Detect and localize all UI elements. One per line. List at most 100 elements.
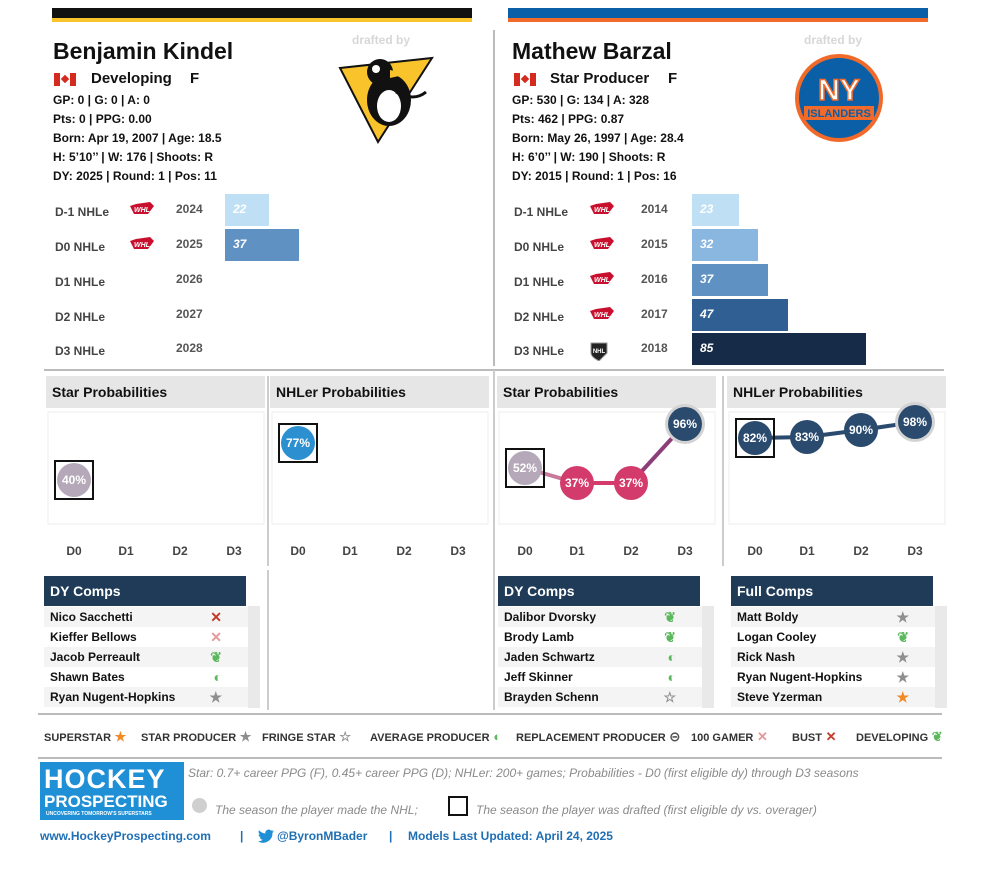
svg-text:WHL: WHL <box>134 207 150 214</box>
right-nhler-point <box>790 420 824 454</box>
left-nhler-x-label: D2 <box>396 544 412 558</box>
right-dy-comps-scrollbar[interactable] <box>702 606 714 708</box>
prob-divider-2 <box>493 370 495 710</box>
whl-icon: WHL <box>130 202 154 216</box>
logo-line2: PROSPECTING <box>44 792 168 811</box>
comp-player-name: Dalibor Dvorsky <box>504 610 597 624</box>
developing-icon: ❦ <box>664 629 676 645</box>
left_dy-comp-row[interactable]: Jacob Perreault ❦ <box>44 647 248 667</box>
left_dy-comp-row[interactable]: Nico Sacchetti ✕ <box>44 607 248 627</box>
left-gp-line: GP: 0 | G: 0 | A: 0 <box>53 93 150 107</box>
100-gamer-icon: ✕ <box>753 729 768 744</box>
left-star-point-label: 40% <box>62 473 86 487</box>
right_full-comp-row[interactable]: Matt Boldy ★ <box>731 607 935 627</box>
comp-player-name: Steve Yzerman <box>737 690 823 704</box>
right-nhle-bar-value: 37 <box>700 272 714 286</box>
superstar-icon: ★ <box>896 689 909 705</box>
right-nhle-row-label: D1 NHLe <box>514 275 565 289</box>
developing-icon: ❦ <box>664 609 676 625</box>
average-producer-icon: ◐ <box>489 729 502 744</box>
left-nhle-year-label: 2025 <box>176 237 203 251</box>
star-producer-icon: ★ <box>896 649 909 665</box>
right-nhle-bar: 32 <box>692 229 758 261</box>
legend-box <box>38 713 942 759</box>
legend-label: 100 GAMER <box>691 732 754 744</box>
left-status: Developing <box>91 70 172 87</box>
left_dy-comp-row[interactable]: Ryan Nugent-Hopkins ★ <box>44 687 248 707</box>
svg-text:WHL: WHL <box>594 242 610 249</box>
left-star-drafted-box <box>54 460 94 500</box>
comps-divider <box>267 570 269 710</box>
legend-item-average-producer: AVERAGE PRODUCER ◐ <box>370 729 501 744</box>
right-nhle-bar: 47 <box>692 299 788 331</box>
right_dy-comp-row[interactable]: Dalibor Dvorsky ❦ <box>498 607 702 627</box>
legend-label: DEVELOPING <box>856 732 929 744</box>
right-position: F <box>668 70 678 87</box>
comp-player-name: Kieffer Bellows <box>50 630 137 644</box>
right-star-point-label: 37% <box>565 476 589 490</box>
right-star-point <box>508 451 542 485</box>
right-player-name: Mathew Barzal <box>512 38 672 64</box>
legend-item-superstar: SUPERSTAR ★ <box>44 729 126 745</box>
svg-text:WHL: WHL <box>594 312 610 319</box>
right_dy-comp-row[interactable]: Brayden Schenn ☆ <box>498 687 702 707</box>
right-nhle-year-label: 2018 <box>641 341 668 355</box>
right-size-line: H: 6’0’’ | W: 190 | Shoots: R <box>512 150 666 164</box>
right_full-comp-row[interactable]: Rick Nash ★ <box>731 647 935 667</box>
right-nhler-point-label: 82% <box>743 431 767 445</box>
right_full-comp-row[interactable]: Ryan Nugent-Hopkins ★ <box>731 667 935 687</box>
footer-separator-2: | <box>389 829 393 843</box>
developing-icon: ❦ <box>897 629 909 645</box>
left-comps-scrollbar[interactable] <box>248 606 260 708</box>
full-comps-scrollbar[interactable] <box>935 606 947 708</box>
models-updated-text: Models Last Updated: April 24, 2025 <box>408 829 613 843</box>
right-status: Star Producer <box>550 70 650 87</box>
left-star-point <box>57 463 91 497</box>
average-producer-icon: ◐ <box>213 669 222 685</box>
right-nhle-bar-value: 32 <box>700 237 714 251</box>
right_dy-comp-row[interactable]: Brody Lamb ❦ <box>498 627 702 647</box>
right-nhler-probabilities-header: NHLer Probabilities <box>727 376 946 408</box>
website-link[interactable]: www.HockeyProspecting.com <box>40 829 211 843</box>
right-nhle-year-label: 2016 <box>641 272 668 286</box>
left-team-color-bar <box>52 8 472 22</box>
prob-divider-1 <box>267 376 269 566</box>
right-nhler-point <box>738 421 772 455</box>
svg-text:WHL: WHL <box>134 242 150 249</box>
right_full-comp-row[interactable]: Logan Cooley ❦ <box>731 627 935 647</box>
right_dy-comp-row[interactable]: Jeff Skinner ◐ <box>498 667 702 687</box>
left-nhle-bar-value: 22 <box>233 202 247 216</box>
left-position: F <box>190 70 200 87</box>
legend-label: AVERAGE PRODUCER <box>370 732 490 744</box>
right-nhle-row-label: D-1 NHLe <box>514 205 569 219</box>
left-nhler-probabilities-header: NHLer Probabilities <box>270 376 489 408</box>
right-nhle-bar: 23 <box>692 194 739 226</box>
twitter-handle-link[interactable]: @ByronMBader <box>277 829 368 843</box>
right-nhler-x-label: D0 <box>747 544 763 558</box>
right-star-x-label: D0 <box>517 544 533 558</box>
right_full-comp-row[interactable]: Steve Yzerman ★ <box>731 687 935 707</box>
left-dy-line: DY: 2025 | Round: 1 | Pos: 11 <box>53 169 217 183</box>
left_dy-comp-row[interactable]: Kieffer Bellows ✕ <box>44 627 248 647</box>
right-nhler-point-label: 83% <box>795 430 819 444</box>
right_dy-comp-row[interactable]: Jaden Schwartz ◐ <box>498 647 702 667</box>
whl-icon: WHL <box>590 237 614 251</box>
left-star-probabilities-header: Star Probabilities <box>46 376 265 408</box>
comp-player-name: Brody Lamb <box>504 630 575 644</box>
right-star-point-label: 37% <box>619 476 643 490</box>
right-nhler-x-label: D2 <box>853 544 869 558</box>
right-star-x-label: D1 <box>569 544 585 558</box>
right-dy-comps-header: DY Comps <box>498 576 700 606</box>
average-producer-icon: ◐ <box>667 649 676 665</box>
right-star-x-label: D2 <box>623 544 639 558</box>
left-nhle-year-label: 2027 <box>176 307 203 321</box>
left_dy-comp-row[interactable]: Shawn Bates ◐ <box>44 667 248 687</box>
right-born-line: Born: May 26, 1997 | Age: 28.4 <box>512 131 684 145</box>
right-nhler-drafted-box <box>735 418 775 458</box>
draft-season-note: The season the player was drafted (first… <box>476 803 817 817</box>
right-nhle-row-label: D3 NHLe <box>514 344 565 358</box>
right-nhle-bar: 85 <box>692 333 866 365</box>
definition-text: Star: 0.7+ career PPG (F), 0.45+ career … <box>188 766 859 780</box>
comp-player-name: Jeff Skinner <box>504 670 573 684</box>
right-star-drafted-box <box>505 448 545 488</box>
